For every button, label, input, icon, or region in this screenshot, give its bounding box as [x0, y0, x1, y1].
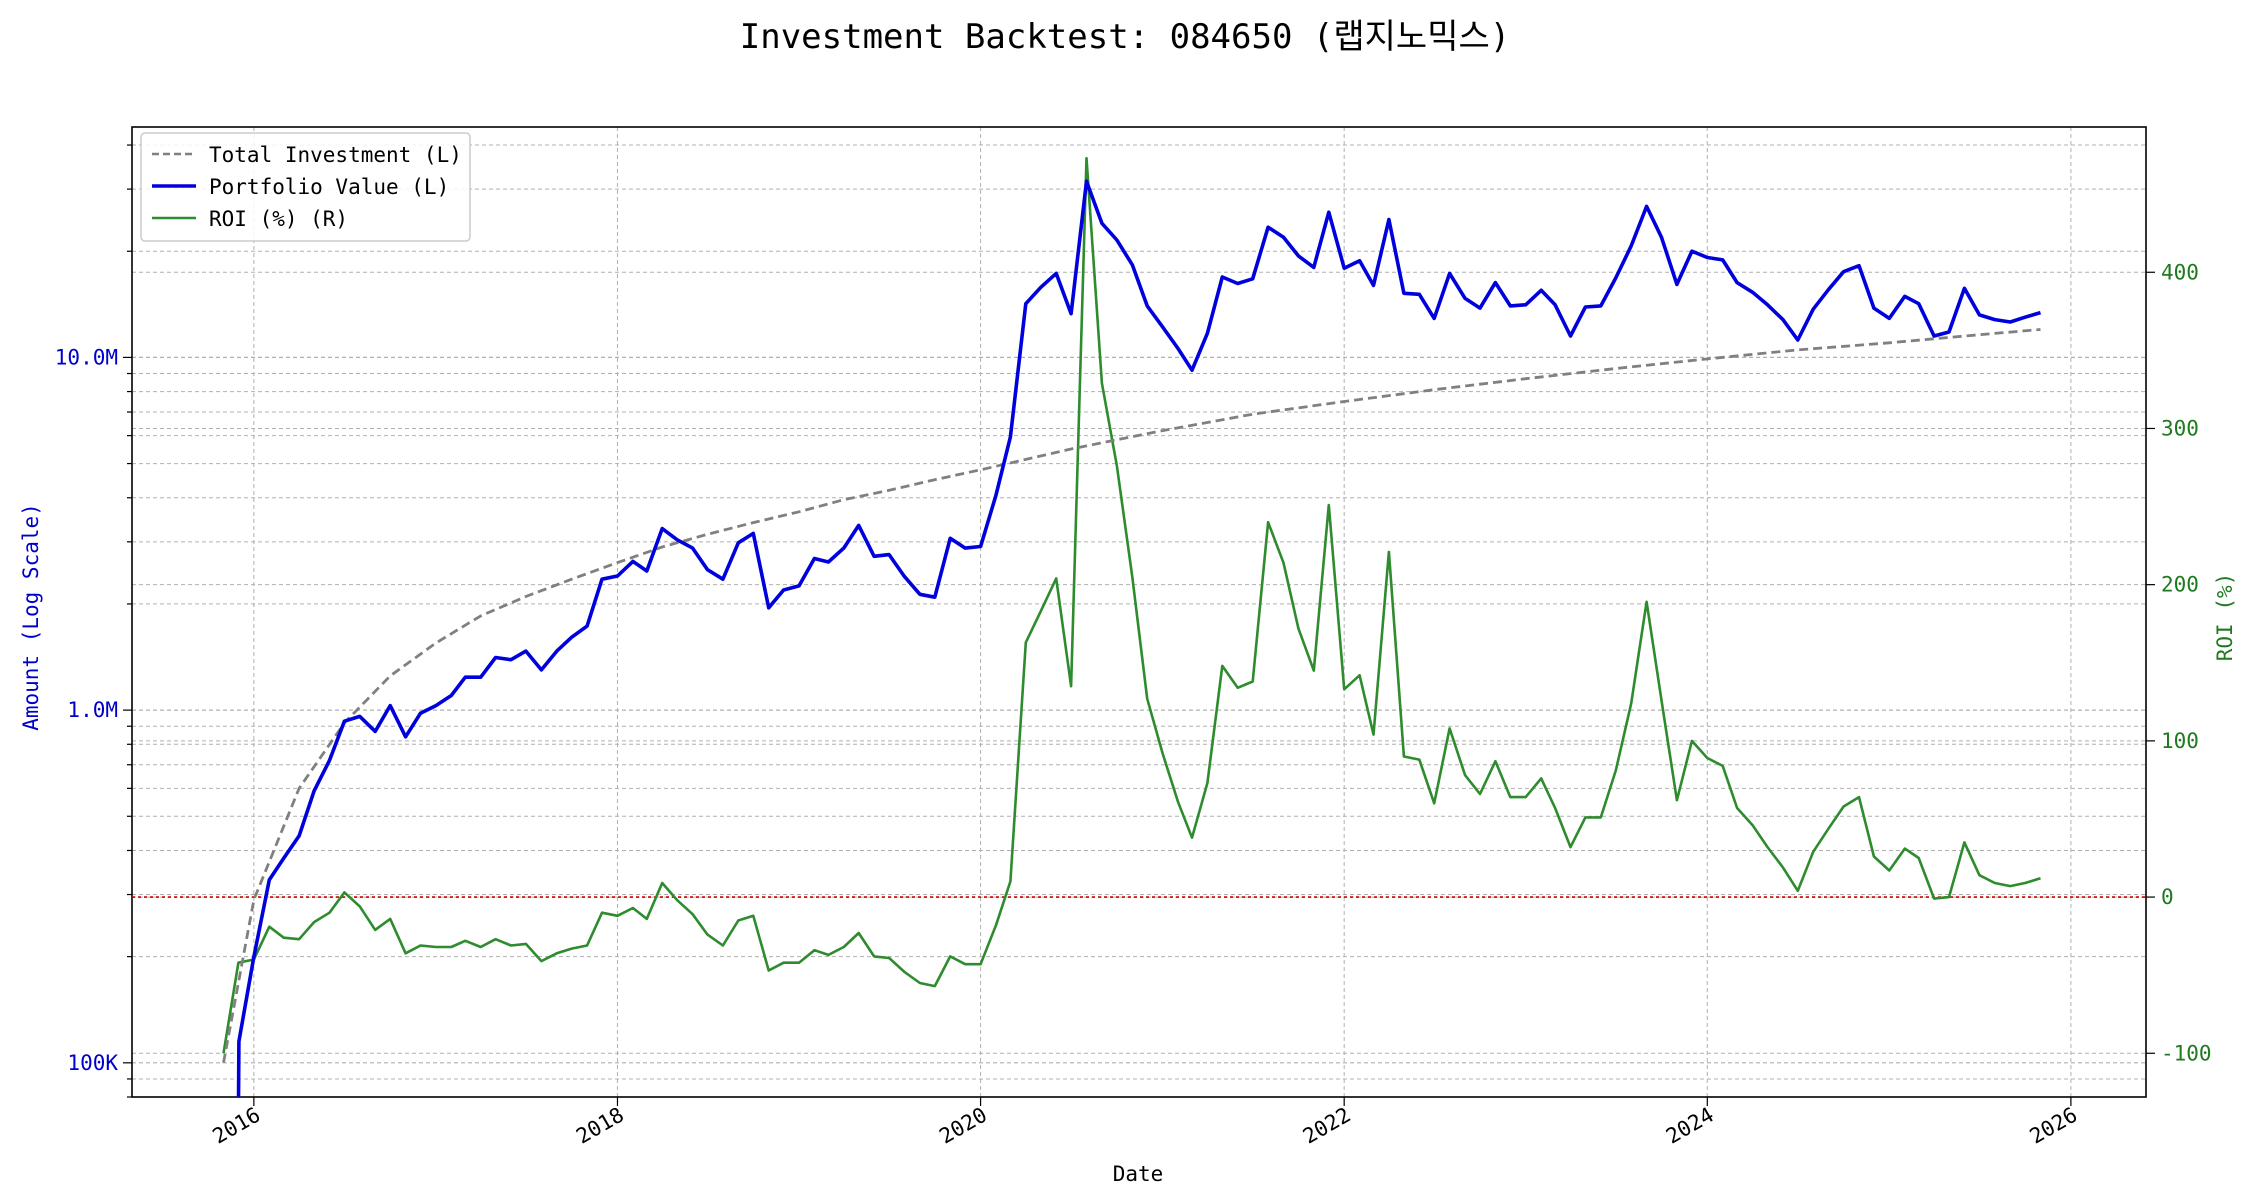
x-tick-label: 2022 — [1299, 1103, 1355, 1149]
y-axis-left-label: Amount (Log Scale) — [19, 503, 43, 731]
y-axis-right-label: ROI (%) — [2213, 573, 2237, 662]
y-right-tick-label: 0 — [2161, 885, 2174, 909]
series-line-roi — [222, 156, 2041, 1054]
legend-label-roi: ROI (%) (R) — [209, 207, 348, 231]
y-right-tick-label: 200 — [2161, 573, 2199, 597]
x-tick-label: 2020 — [935, 1103, 991, 1149]
plot-frame — [131, 126, 2147, 1098]
series-line-portfolio-value — [236, 179, 2042, 1097]
chart-title: Investment Backtest: 084650 (랩지노믹스) — [740, 17, 1511, 57]
x-axis-label: Date — [1113, 1162, 1164, 1186]
y-right-tick-label: 400 — [2161, 260, 2199, 284]
axis-ticks: -100 0 100 200 300 400 100K 1.0M 10.0M 2016 2018 20… — [55, 144, 2212, 1149]
y-right-tick-label: 300 — [2161, 416, 2199, 440]
x-tick-label: 2016 — [209, 1103, 265, 1149]
legend: Total Investment (L) Portfolio Value (L)… — [140, 132, 471, 242]
series-line-total-investment — [222, 328, 2041, 1064]
y-left-tick-label: 1.0M — [67, 698, 118, 722]
x-tick-label: 2018 — [572, 1103, 628, 1149]
y-left-tick-label: 100K — [67, 1051, 118, 1075]
grid-lines — [132, 127, 2146, 1098]
x-tick-label: 2026 — [2026, 1103, 2082, 1149]
legend-box — [140, 132, 471, 242]
y-left-tick-label: 10.0M — [55, 345, 118, 369]
series-layer — [222, 156, 2042, 1097]
y-right-tick-label: -100 — [2161, 1041, 2212, 1065]
y-right-tick-label: 100 — [2161, 729, 2199, 753]
x-tick-label: 2024 — [1662, 1103, 1718, 1149]
legend-label-portfolio: Portfolio Value (L) — [209, 175, 449, 199]
legend-label-investment: Total Investment (L) — [209, 143, 462, 167]
